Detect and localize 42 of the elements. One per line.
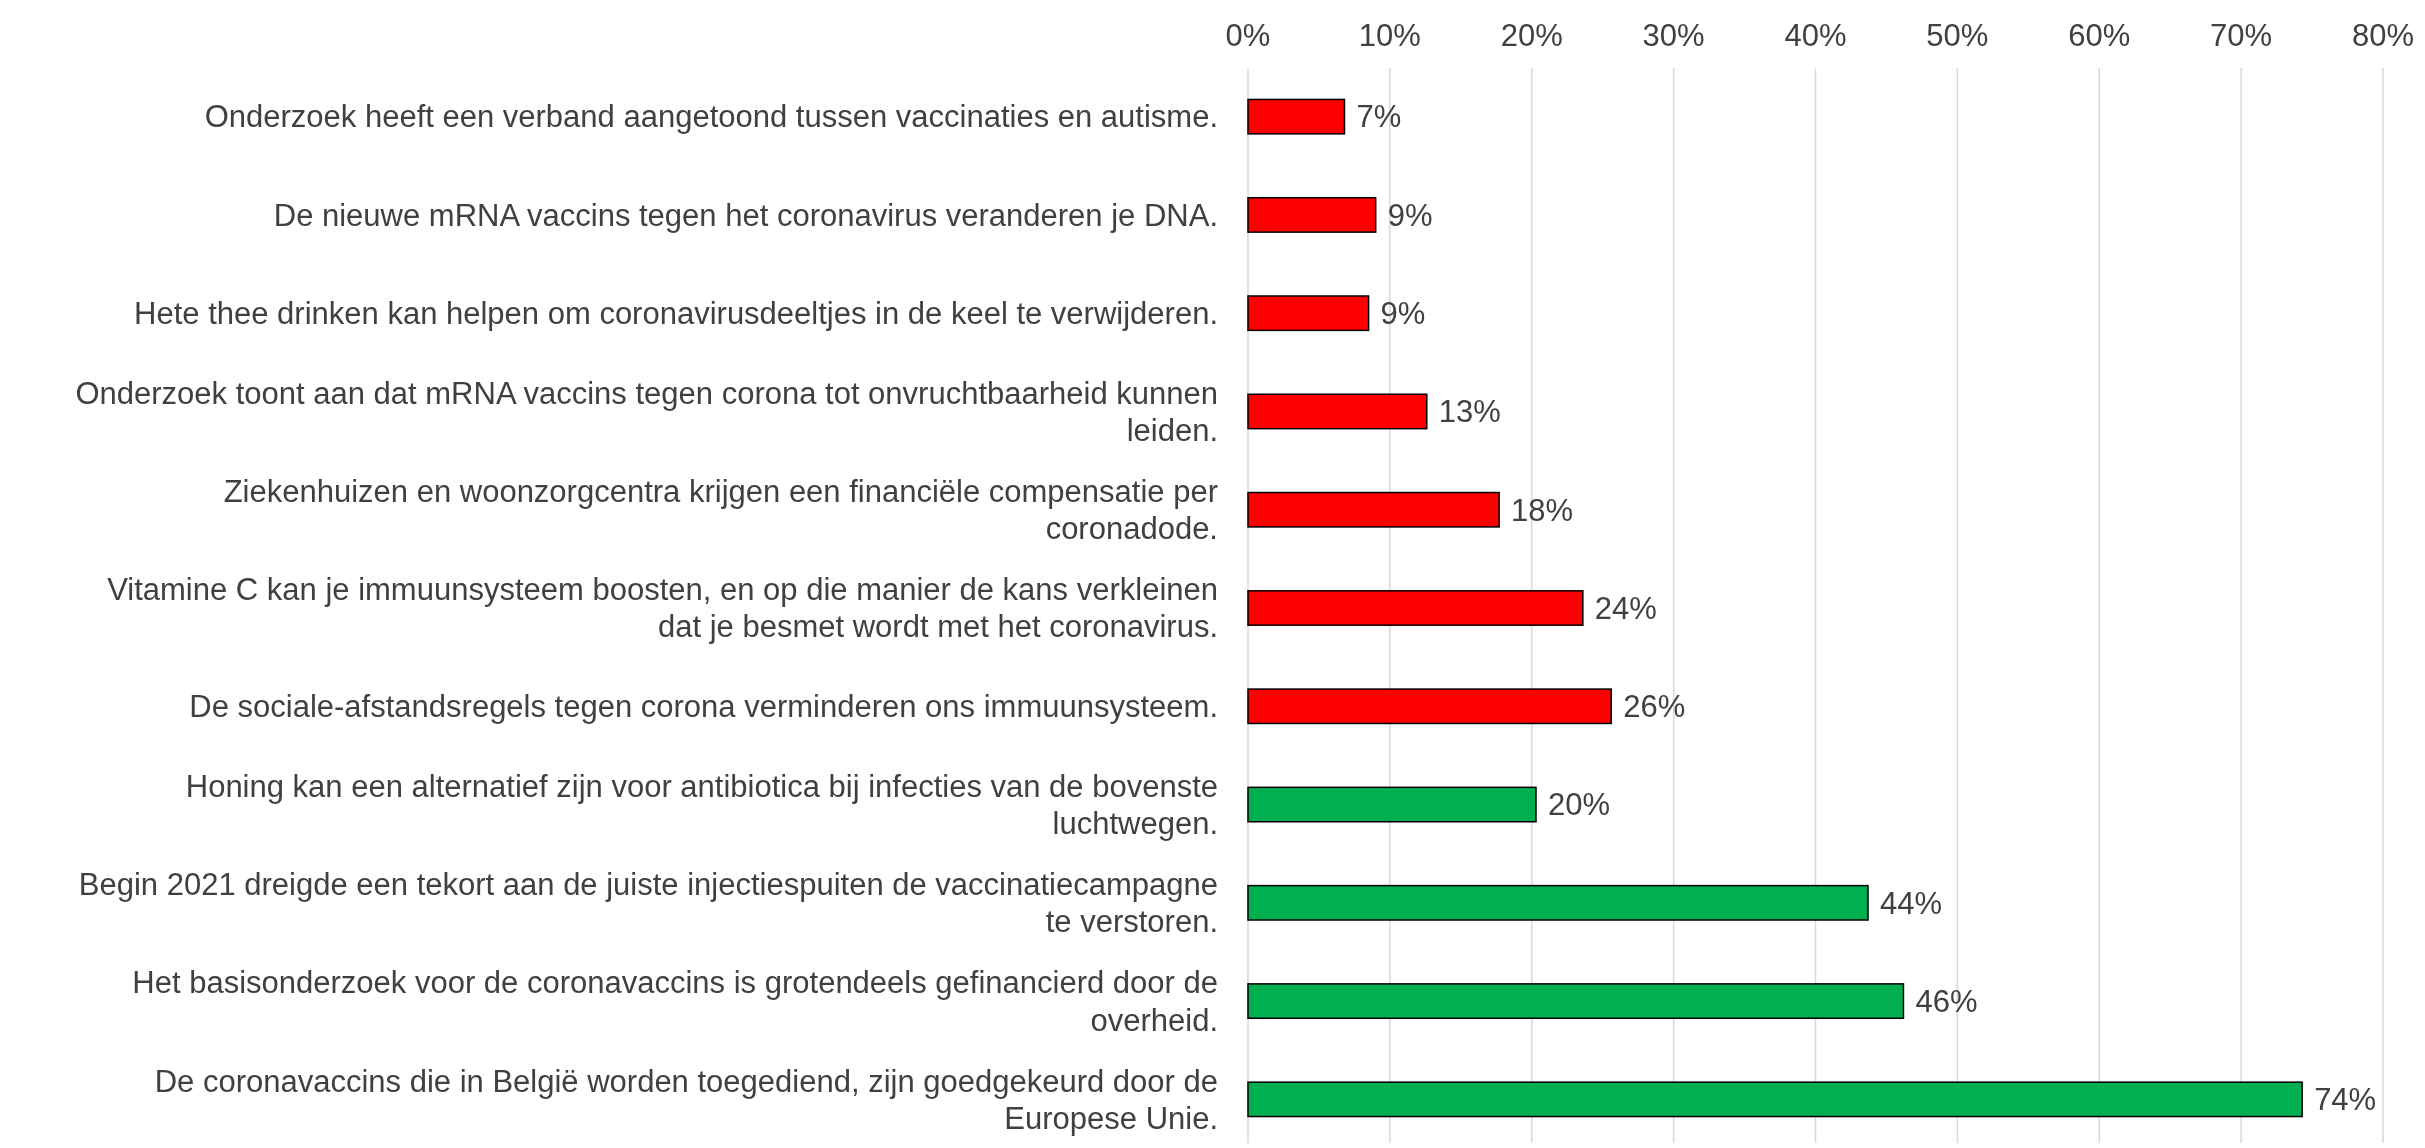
y-tick-label: Ziekenhuizen en woonzorgcentra krijgen een financiële compensatie per coronadode. <box>223 473 1218 547</box>
y-tick-label: Onderzoek heeft een verband aangetoond tussen vaccinaties en autisme. <box>204 99 1218 135</box>
data-label: 7% <box>1356 99 1402 135</box>
bar <box>1247 295 1370 332</box>
x-tick-label: 20% <box>1500 18 1563 53</box>
y-tick-label: Onderzoek toont aan dat mRNA vaccins tegen corona tot onvruchtbaarheid kunnen leiden. <box>75 375 1218 448</box>
data-label: 20% <box>1548 787 1611 823</box>
bar <box>1247 98 1346 135</box>
x-tick-label: 30% <box>1642 18 1705 53</box>
y-tick-label: Honing kan een alternatief zijn voor antibiotica bij infecties van de bovenste luchtwegen. <box>185 768 1218 841</box>
bar <box>1247 196 1377 233</box>
data-label: 13% <box>1438 394 1501 430</box>
x-tick-label: 0% <box>1225 18 1271 53</box>
bar <box>1247 884 1869 921</box>
data-label: 24% <box>1594 590 1657 626</box>
data-label: 44% <box>1879 885 1943 921</box>
bar <box>1247 590 1584 626</box>
data-label: 26% <box>1623 689 1686 725</box>
y-tick-label: Vitamine C kan je immuunsysteem boosten, en op die manier de kans verkleinen dat je besmet wordt met het coronavirus. <box>107 572 1218 645</box>
bar <box>1247 786 1537 823</box>
y-tick-label: Hete thee drinken kan helpen om coronavirusdeeltjes in de keel te verwijderen. <box>134 296 1218 332</box>
y-tick-label: De nieuwe mRNA vaccins tegen het coronavirus veranderen je DNA. <box>273 197 1218 233</box>
y-tick-label: De sociale-afstandsregels tegen corona verminderen ons immuunsysteem. <box>189 689 1218 725</box>
bar <box>1247 983 1905 1020</box>
x-tick-label: 40% <box>1784 18 1847 53</box>
bar <box>1247 688 1612 725</box>
data-label: 9% <box>1387 197 1433 233</box>
x-tick-label: 70% <box>2210 18 2273 53</box>
y-tick-label: Begin 2021 dreigde een tekort aan de juiste injectiespuiten de vaccinatiecampagne te verstoren. <box>78 867 1218 940</box>
bar <box>1247 393 1428 430</box>
data-label: 9% <box>1380 296 1426 332</box>
bar <box>1247 491 1500 528</box>
x-tick-label: 50% <box>1926 18 1989 53</box>
data-label: 18% <box>1511 492 1574 528</box>
x-tick-label: 10% <box>1358 18 1421 53</box>
x-tick-label: 80% <box>2351 18 2415 53</box>
data-label: 46% <box>1915 983 1978 1019</box>
data-label: 74% <box>2314 1082 2377 1118</box>
y-tick-label: De coronavaccins die in België worden toegediend, zijn goedgekeurd door de Europese Unie. <box>154 1063 1218 1136</box>
bar <box>1247 1081 2303 1118</box>
x-tick-label: 60% <box>2068 18 2131 53</box>
y-tick-label: Het basisonderzoek voor de coronavaccins is grotendeels gefinancierd door de overheid. <box>132 965 1218 1038</box>
